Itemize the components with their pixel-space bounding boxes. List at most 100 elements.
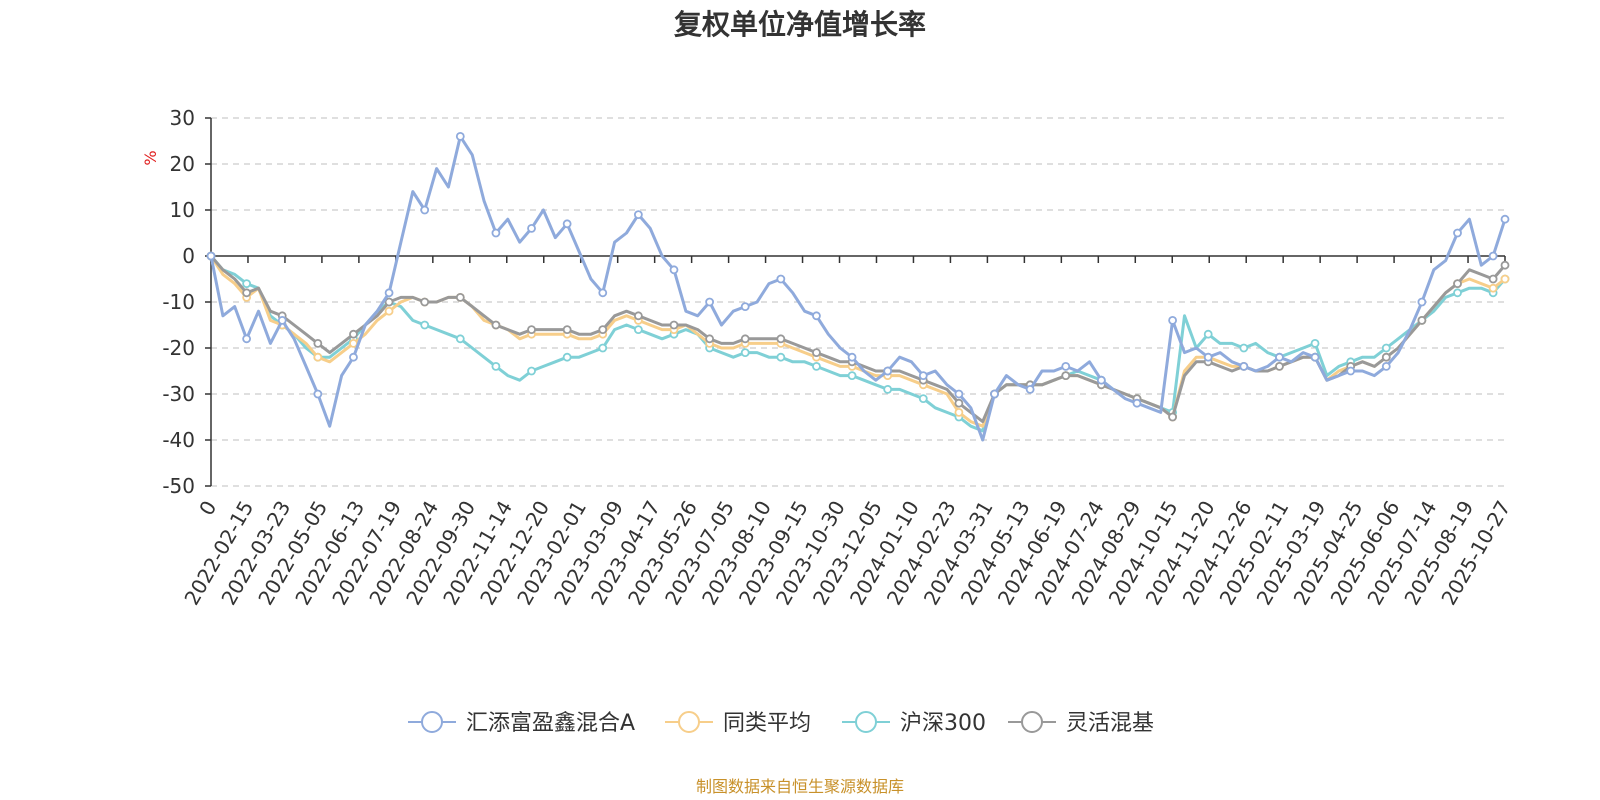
legend-item-1[interactable]: 同类平均	[665, 711, 811, 736]
data-point	[918, 394, 928, 404]
data-point	[491, 228, 501, 238]
data-point	[420, 320, 430, 330]
data-point	[847, 371, 857, 381]
data-point	[1417, 315, 1427, 325]
series-line-3	[209, 255, 1507, 424]
data-point	[633, 325, 643, 335]
data-point	[598, 325, 608, 335]
data-point	[1488, 274, 1498, 284]
data-point	[954, 398, 964, 408]
series-line-1	[209, 255, 1506, 428]
data-point	[455, 334, 465, 344]
data-point	[705, 334, 715, 344]
data-point	[1239, 343, 1249, 353]
data-point	[206, 251, 216, 261]
data-point	[1488, 251, 1498, 261]
data-point	[527, 223, 536, 233]
legend-marker-icon	[678, 711, 700, 733]
data-point	[455, 292, 465, 302]
data-point	[1096, 375, 1106, 385]
data-point	[1203, 352, 1213, 362]
data-point	[847, 352, 857, 362]
y-tick-label: -20	[162, 336, 195, 360]
data-point	[812, 361, 821, 371]
data-point	[1275, 352, 1284, 362]
data-point	[1061, 361, 1071, 371]
legend-marker-icon	[1021, 711, 1043, 733]
data-point	[1381, 343, 1391, 353]
data-point	[1500, 260, 1510, 270]
legend-item-3[interactable]: 灵活混基	[1008, 711, 1154, 736]
data-point	[1239, 361, 1249, 371]
data-point	[883, 366, 893, 376]
legend-label: 灵活混基	[1066, 711, 1154, 736]
data-point	[740, 302, 750, 312]
data-point	[349, 329, 358, 339]
data-point	[384, 288, 394, 298]
data-point	[1488, 283, 1498, 293]
data-point	[313, 389, 323, 399]
legend-label: 同类平均	[723, 711, 811, 736]
data-point	[384, 306, 394, 316]
x-tick-label: 0	[194, 497, 221, 520]
data-point	[562, 219, 572, 229]
data-point	[812, 348, 821, 358]
y-tick-label: 0	[182, 244, 195, 268]
data-point	[455, 131, 465, 141]
data-point	[598, 343, 608, 353]
data-point	[598, 288, 608, 298]
data-point	[491, 320, 501, 330]
data-point	[990, 389, 999, 399]
legend-item-0[interactable]: 汇添富盈鑫混合A	[408, 711, 635, 736]
data-point	[1025, 384, 1035, 394]
data-point	[1168, 315, 1177, 325]
data-point	[633, 311, 643, 321]
y-axis-label: %	[141, 150, 160, 165]
series-line-0	[209, 134, 1507, 442]
legend-marker-icon	[421, 711, 443, 733]
y-tick-label: -30	[162, 382, 195, 406]
data-point	[954, 389, 964, 399]
legend[interactable]: 汇添富盈鑫混合A 同类平均 沪深300 灵活混基	[408, 711, 1154, 736]
data-point	[1310, 338, 1320, 348]
data-source: 制图数据来自恒生聚源数据库	[696, 777, 904, 796]
data-point	[669, 265, 679, 275]
data-point	[776, 352, 786, 362]
data-point	[349, 352, 358, 362]
data-point	[313, 352, 323, 362]
data-point	[527, 325, 536, 335]
y-tick-label: -40	[162, 428, 195, 452]
legend-item-2[interactable]: 沪深300	[842, 711, 986, 736]
data-point	[1500, 214, 1510, 224]
legend-label: 汇添富盈鑫混合A	[466, 711, 635, 736]
data-point	[313, 338, 323, 348]
data-point	[633, 210, 643, 220]
data-point	[918, 371, 928, 381]
data-point	[1381, 361, 1391, 371]
y-tick-label: -50	[162, 474, 195, 498]
data-point	[669, 320, 679, 330]
data-point	[740, 334, 750, 344]
y-tick-label: 10	[170, 198, 195, 222]
data-point	[1453, 228, 1462, 238]
data-point	[1275, 361, 1284, 371]
data-point	[1132, 398, 1142, 408]
data-point	[1061, 371, 1071, 381]
data-point	[491, 361, 501, 371]
series-lines	[206, 131, 1510, 442]
data-point	[740, 348, 750, 358]
y-tick-label: 20	[170, 152, 195, 176]
data-point	[1168, 412, 1177, 422]
legend-label: 沪深300	[900, 711, 986, 736]
data-point	[1203, 329, 1213, 339]
legend-marker-icon	[855, 711, 877, 733]
data-point	[705, 297, 715, 307]
data-point	[277, 315, 287, 325]
data-point	[242, 334, 252, 344]
data-point	[776, 274, 786, 284]
data-point	[1310, 352, 1320, 362]
data-point	[883, 384, 893, 394]
data-point	[384, 297, 394, 307]
chart-title: 复权单位净值增长率	[674, 8, 926, 41]
data-point	[1500, 274, 1510, 284]
